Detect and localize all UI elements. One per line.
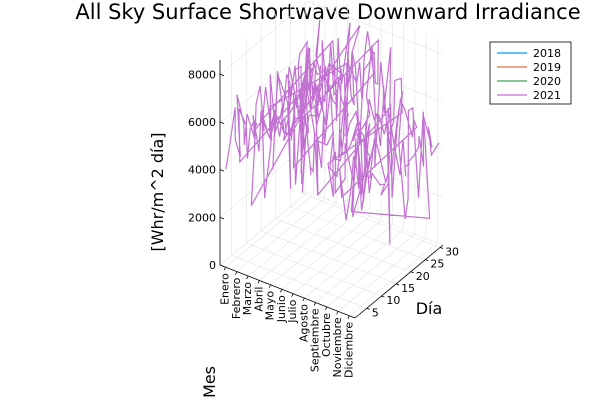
x-tick-mark (291, 293, 294, 297)
legend-label-2021: 2021 (533, 89, 561, 102)
legend-label-2019: 2019 (533, 61, 561, 74)
z-grid-line (219, 191, 444, 266)
x-axis-label: Mes (200, 366, 219, 398)
y-tick-mark (439, 247, 444, 249)
x-tick-mark (336, 311, 339, 315)
x-grid-line (349, 37, 438, 317)
y-grid-line (304, 0, 441, 248)
x-tick-mark (313, 302, 316, 306)
z-tick-mark (219, 121, 225, 124)
y-tick-label: 25 (430, 258, 444, 271)
x-tick-label: Marzo (241, 282, 254, 316)
x-tick-label: Junio (275, 295, 288, 323)
x-grid-line (304, 20, 393, 299)
x-axis-line (219, 264, 356, 319)
z-tick-label: 8000 (188, 68, 216, 81)
x-tick-mark (347, 315, 350, 319)
y-tick-mark (395, 283, 400, 286)
x-tick-label: Febrero (230, 277, 243, 319)
x-tick-mark (325, 306, 328, 311)
x-tick-mark (246, 275, 249, 280)
z-tick-label: 4000 (188, 164, 216, 177)
x-tick-mark (280, 289, 283, 293)
axis-layer (219, 60, 444, 319)
x-tick-mark (223, 267, 226, 271)
x-grid-line (225, 0, 314, 268)
z-tick-mark (219, 169, 225, 172)
legend-label-2020: 2020 (533, 75, 561, 88)
x-tick-label: Octubre (320, 313, 333, 357)
z-tick-label: 0 (209, 259, 216, 272)
y-tick-label: 20 (416, 270, 430, 283)
tick-layer: 0 2000 4000 6000 8000 EneroFebreroMarzoAbrilM… (188, 68, 459, 378)
x-tick-label: Abril (252, 287, 265, 312)
x-grid-line (247, 0, 337, 277)
x-tick-mark (257, 280, 260, 284)
data-layer (225, 19, 440, 245)
x-tick-label: Septiembre (309, 308, 322, 372)
x-tick-label: Noviembre (331, 317, 344, 377)
y-tick-mark (366, 307, 370, 310)
x-grid-line (337, 33, 427, 312)
chart-title: All Sky Surface Shortwave Downward Irrad… (75, 0, 580, 24)
y-grid-line (275, 13, 411, 273)
z-tick-mark (219, 264, 225, 267)
z-tick-label: 2000 (188, 211, 216, 224)
y-tick-label: 10 (386, 294, 400, 307)
z-axis-label: [Whr/m^2 día] (148, 132, 167, 251)
x-tick-mark (235, 271, 238, 275)
y-tick-mark (410, 271, 414, 274)
x-grid-line (315, 24, 404, 303)
y-tick-mark (425, 259, 429, 261)
legend-box (489, 41, 572, 105)
y-tick-label: 5 (372, 306, 379, 319)
y-axis-label: Día (416, 299, 443, 318)
x-grid-line (236, 0, 326, 272)
z-tick-mark (219, 216, 225, 220)
x-tick-label: Diciembre (342, 322, 355, 378)
y-tick-label: 15 (401, 282, 415, 295)
y-axis-line (354, 244, 444, 319)
x-tick-label: Mayo (264, 291, 277, 321)
x-tick-mark (268, 284, 271, 289)
x-grid-line (292, 15, 382, 294)
z-tick-mark (219, 73, 225, 77)
x-tick-label: Agosto (297, 304, 310, 342)
y-tick-label: 30 (445, 245, 459, 258)
x-tick-mark (302, 297, 305, 302)
y-grid-line (231, 50, 367, 309)
x-tick-label: Enero (219, 273, 232, 305)
x-tick-label: Julio (286, 299, 299, 323)
z-tick-label: 6000 (188, 116, 216, 129)
legend-label-2018: 2018 (533, 47, 561, 60)
x-grid-line (326, 29, 416, 308)
z-grid-line (219, 0, 444, 75)
x-grid-line (281, 11, 371, 290)
y-grid-line (246, 38, 382, 297)
y-tick-mark (381, 295, 385, 298)
series-line-2021 (225, 19, 440, 245)
